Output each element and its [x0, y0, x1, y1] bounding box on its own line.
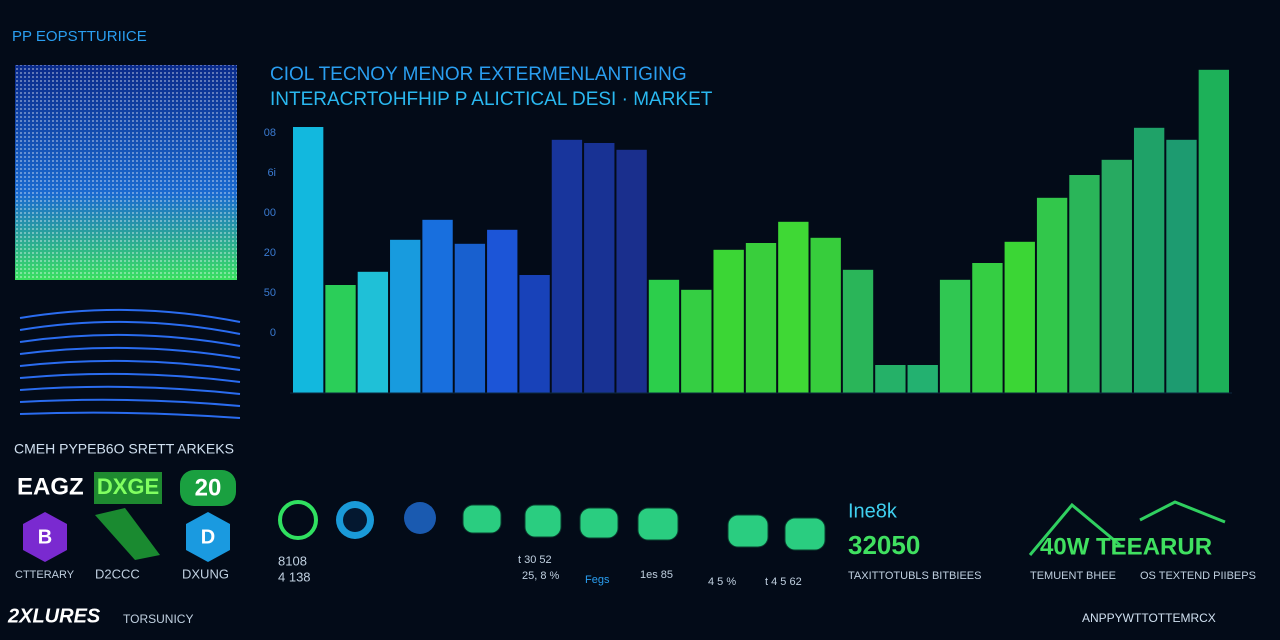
bar [648, 279, 680, 393]
coin-label: 8108 [278, 553, 307, 568]
coin-label: 25, 8 % [522, 570, 560, 582]
y-tick-label: 00 [264, 207, 276, 219]
plot: 0 50 20 00 6i 08 [264, 69, 1229, 394]
bar [357, 271, 389, 393]
badge-box [180, 470, 236, 506]
chart-subtitle: INTERACRTOHFHIP P ALICTICAL DESI · MARKE… [270, 89, 713, 110]
bar [422, 219, 453, 393]
y-tick-label: 0 [270, 327, 276, 339]
brand: PP EOPSTTURIICE [12, 28, 147, 45]
trend-caption: TEMUENT BHEE [1030, 570, 1116, 582]
bar [616, 149, 647, 393]
wave-lines [19, 308, 241, 419]
y-tick-label: 6i [267, 167, 276, 179]
badge-caption: D2CCC [95, 566, 140, 581]
badge: B [38, 526, 52, 548]
badge: D [201, 526, 215, 548]
coin-label: t 4 5 62 [765, 576, 802, 588]
coin-label: 1es 85 [640, 569, 673, 581]
badge: DXGE [97, 474, 159, 499]
trend-value: 40W TEEARUR [1040, 533, 1212, 560]
y-tick-label: 20 [264, 247, 276, 259]
trend-icon [1139, 500, 1226, 524]
bar [293, 127, 324, 393]
trend-icon [1028, 502, 1121, 556]
bar [487, 229, 518, 393]
coin-label: 4 138 [278, 569, 311, 584]
stat-value: 32050 [848, 530, 920, 560]
bar [1133, 127, 1165, 394]
bar [454, 243, 486, 393]
footer-right: ANPPYWTTOTTEMRCX [1082, 611, 1216, 625]
texture-dots [15, 65, 237, 280]
badge-caption: DXUNG [182, 566, 229, 581]
bar [1036, 197, 1068, 393]
bar [907, 365, 938, 393]
bar [778, 221, 809, 393]
footer-sub: TORSUNICY [123, 612, 193, 626]
bar [972, 263, 1003, 393]
bar [681, 289, 712, 393]
bar [745, 243, 777, 393]
hexagon [186, 512, 230, 562]
bar [1166, 139, 1197, 393]
chart-title: CIOL TECNOY MENOR EXTERMENLANTIGING [270, 64, 687, 85]
bar [842, 269, 874, 393]
trend-caption: OS TEXTEND PIIBEPS [1140, 570, 1256, 582]
stat-caption: TAXITTOTUBLS BITBIEES [848, 570, 981, 582]
coin-label: t 30 52 [518, 554, 552, 566]
bar [1069, 175, 1100, 393]
badge: 20 [195, 474, 222, 501]
badge-box [94, 472, 162, 504]
bar [519, 275, 550, 393]
bar [1004, 241, 1035, 393]
badge: EAGZ [17, 473, 84, 500]
stat-label: Ine8k [848, 500, 898, 522]
bar [551, 139, 583, 393]
y-tick-label: 50 [264, 287, 276, 299]
bar [875, 365, 906, 393]
bar [713, 249, 744, 393]
badge-caption: CTTERARY [15, 569, 75, 581]
bar [810, 237, 841, 393]
coin-label: Fegs [585, 574, 610, 586]
bar [584, 143, 615, 393]
bar [1198, 69, 1229, 394]
coin-label: 4 5 % [708, 576, 736, 588]
footer-logo: 2XLURES [7, 605, 101, 627]
hexagon [23, 512, 67, 562]
bar [939, 279, 971, 393]
bar [1101, 159, 1132, 393]
coin-icons [278, 500, 826, 551]
bar [390, 239, 421, 393]
y-tick-label: 08 [264, 127, 276, 139]
left-heading: CMEH PYPEB6O SRETT ARKEKS [14, 441, 234, 457]
green-shape [95, 508, 160, 560]
bar [325, 285, 356, 393]
